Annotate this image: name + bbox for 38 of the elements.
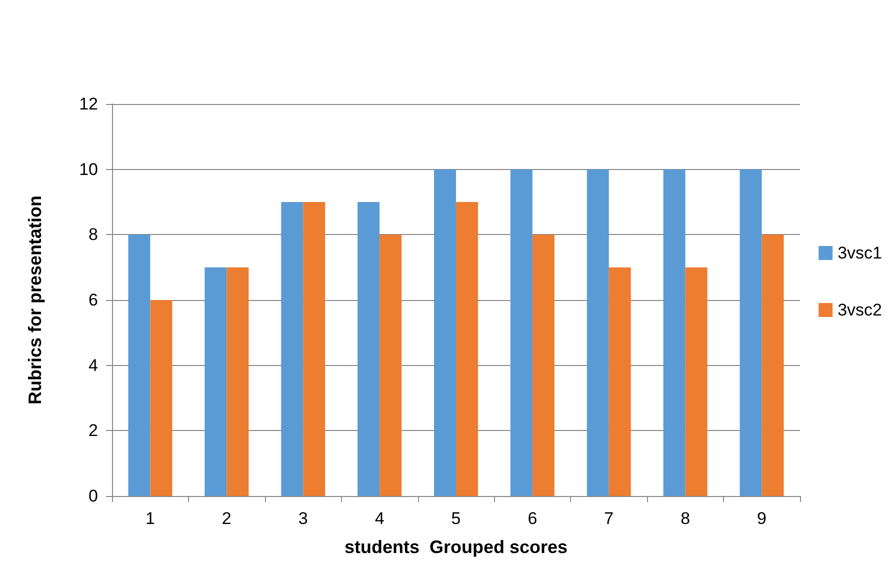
y-tick-label: 4 — [88, 356, 98, 375]
bar — [740, 169, 762, 496]
legend-label: 3vsc2 — [838, 300, 882, 320]
bar — [226, 267, 249, 496]
x-tick-label: 3 — [298, 509, 308, 528]
x-tick-label: 5 — [451, 509, 461, 528]
bar — [150, 300, 172, 496]
x-tick-label: 8 — [680, 509, 690, 528]
x-tick-label: 1 — [145, 509, 155, 528]
x-axis-title: students Grouped scores — [344, 537, 568, 557]
y-tick-label: 12 — [79, 94, 98, 114]
bar — [532, 234, 554, 496]
bar — [586, 169, 609, 496]
bar — [303, 202, 326, 496]
bar — [380, 234, 402, 496]
bar — [281, 202, 304, 496]
x-tick-label: 6 — [528, 509, 538, 528]
x-tick-label: 9 — [757, 509, 767, 528]
bar — [685, 267, 708, 496]
y-tick-label: 10 — [79, 160, 98, 179]
y-tick-label: 6 — [88, 290, 98, 310]
x-tick-label: 2 — [222, 509, 232, 528]
y-tick-label: 2 — [88, 421, 98, 440]
bar — [434, 169, 456, 496]
legend-label: 3vsc1 — [838, 244, 882, 262]
y-tick-label: 8 — [88, 225, 98, 244]
x-tick-label: 7 — [604, 509, 614, 528]
bar — [128, 234, 150, 496]
bar — [456, 202, 478, 496]
bar — [510, 169, 532, 496]
y-axis-title: Rubrics for presentation — [25, 195, 45, 405]
bar — [204, 267, 227, 496]
bar — [358, 202, 380, 496]
bar — [663, 169, 686, 496]
bar — [762, 234, 784, 496]
y-tick-label: 0 — [88, 486, 98, 506]
bar — [608, 267, 631, 496]
x-tick-label: 4 — [374, 509, 384, 528]
